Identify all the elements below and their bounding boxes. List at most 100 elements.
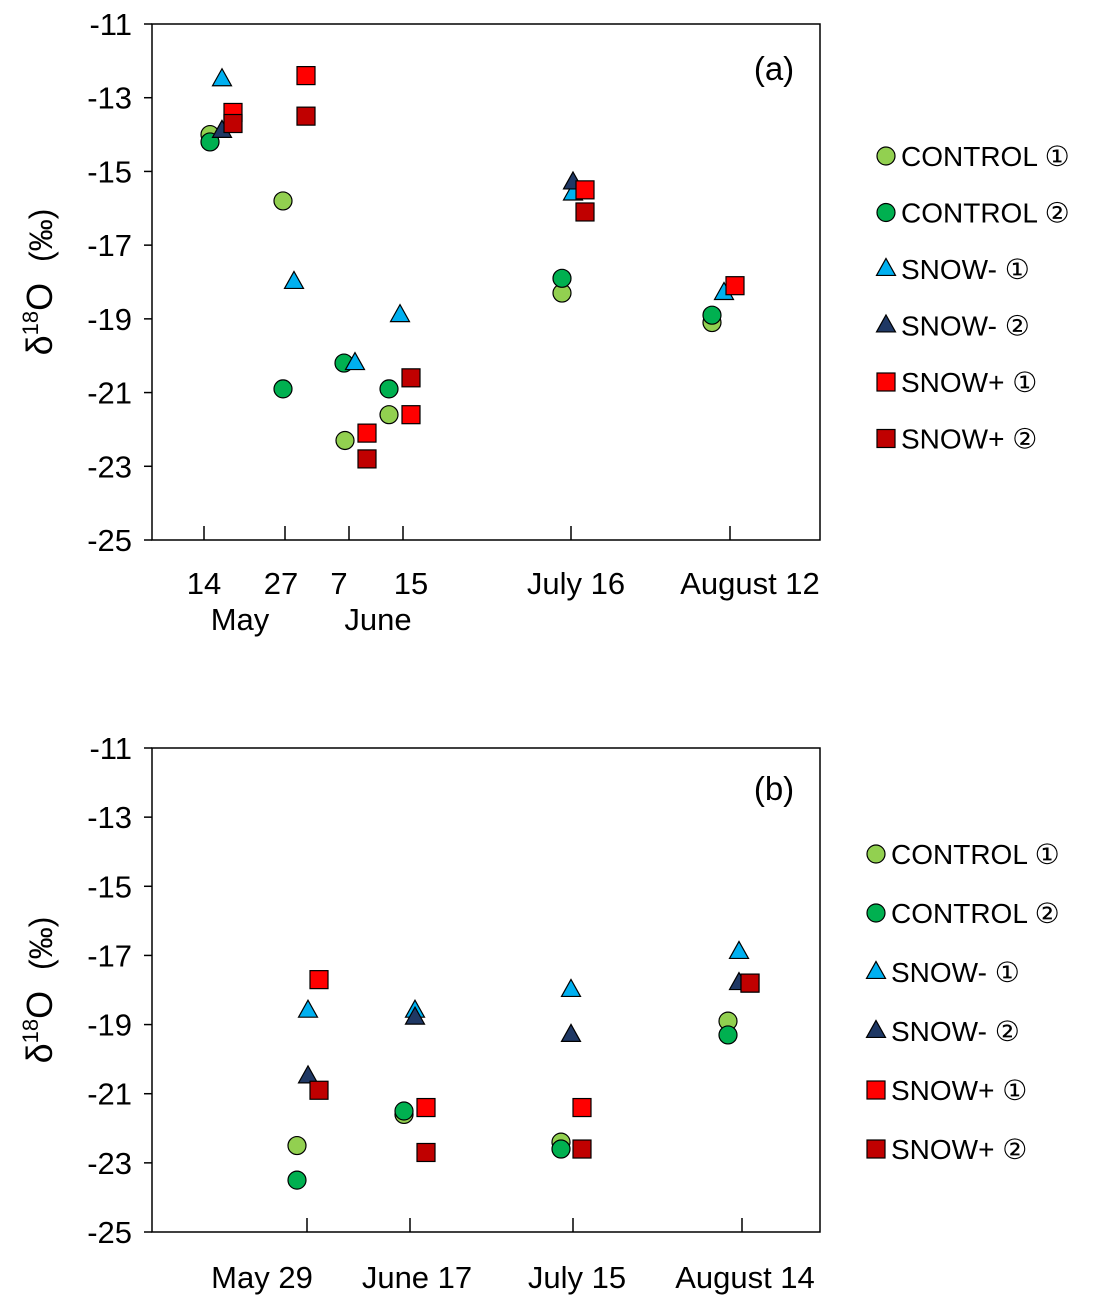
x-tick-label: June 17	[362, 1260, 472, 1295]
data-point	[401, 405, 421, 425]
data-point	[416, 1142, 436, 1163]
legend-label: CONTROL ①	[901, 141, 1070, 172]
data-point	[401, 368, 421, 388]
y-tick-label: -23	[87, 1146, 132, 1181]
data-point	[344, 351, 366, 371]
data-point	[552, 268, 572, 288]
legend-label: SNOW+ ②	[891, 1134, 1027, 1165]
data-point	[572, 1139, 592, 1159]
y-tick-label: -19	[87, 1008, 132, 1043]
plot-frame	[151, 23, 821, 541]
data-point	[560, 1023, 582, 1043]
legend-label: SNOW- ②	[901, 311, 1030, 342]
data-point	[740, 973, 760, 993]
legend-marker	[866, 1080, 886, 1100]
x-tick-label: July 15	[528, 1260, 626, 1295]
data-point	[394, 1101, 414, 1121]
data-point	[389, 303, 411, 323]
legend-label: SNOW+ ①	[891, 1075, 1027, 1106]
data-point	[379, 405, 399, 425]
y-tick-label: -17	[87, 228, 132, 263]
legend-marker	[876, 202, 896, 223]
legend-marker	[865, 960, 887, 980]
y-tick-label: -19	[87, 302, 132, 337]
y-tick-label: -21	[87, 376, 132, 411]
legend-marker	[875, 313, 897, 333]
data-point	[702, 305, 722, 325]
panel-a: -11 -13 -15 -17 -19 -21 -23 -25 14 27 7 15 July 16 Au…	[18, 7, 1070, 637]
legend-marker	[866, 903, 886, 923]
data-point	[728, 940, 750, 960]
legend-label: SNOW- ①	[891, 957, 1020, 988]
data-point	[357, 423, 377, 443]
x-tick-label: 27	[264, 566, 298, 601]
data-point	[296, 106, 316, 126]
month-label: June	[344, 602, 411, 637]
y-axis-label: δ18O (‰)	[18, 209, 60, 356]
legend-label: SNOW+ ②	[901, 424, 1037, 455]
legend-marker	[876, 146, 896, 166]
legend-label: SNOW- ②	[891, 1016, 1020, 1047]
legend-label: SNOW- ①	[901, 254, 1030, 285]
data-point	[560, 978, 582, 998]
y-axis-label: δ18O (‰)	[18, 917, 60, 1064]
legend-label: CONTROL ①	[891, 839, 1060, 870]
y-tick-label: -13	[87, 800, 132, 835]
data-point	[297, 998, 319, 1018]
month-label: May	[211, 602, 270, 637]
data-point	[287, 1170, 307, 1190]
panel-label: (a)	[754, 50, 794, 87]
y-tick-label: -17	[87, 938, 132, 973]
data-point	[718, 1025, 738, 1045]
y-tick-label: -11	[89, 731, 132, 766]
y-tick-label: -25	[87, 523, 132, 558]
x-tick-label: 14	[187, 566, 221, 601]
data-point	[575, 202, 595, 222]
x-tick-label: 7	[330, 566, 347, 601]
x-tick-label: August 12	[680, 566, 820, 601]
data-point	[273, 191, 293, 211]
x-tick-label: July 16	[527, 566, 625, 601]
data-point	[725, 276, 745, 296]
legend-marker	[876, 372, 896, 392]
x-tick-label: 15	[394, 566, 428, 601]
legend-label: SNOW+ ①	[901, 367, 1037, 398]
data-point	[287, 1135, 307, 1156]
y-tick-label: -15	[87, 869, 132, 904]
data-point	[296, 65, 316, 86]
legend-marker	[865, 1019, 887, 1039]
x-tick-label: May 29	[211, 1260, 313, 1295]
data-point	[551, 1139, 571, 1159]
legend-label: CONTROL ②	[901, 198, 1070, 229]
legend-label: CONTROL ②	[891, 898, 1060, 929]
data-point	[575, 180, 595, 200]
data-point	[211, 67, 233, 87]
panel-label: (b)	[754, 770, 794, 807]
data-point	[273, 379, 293, 399]
data-point	[309, 970, 329, 990]
data-point	[309, 1080, 329, 1100]
y-tick-label: -15	[87, 154, 132, 189]
data-point	[283, 270, 305, 290]
data-point	[357, 449, 377, 469]
legend-marker	[875, 257, 897, 277]
data-point	[404, 1005, 426, 1025]
legend-marker	[876, 428, 896, 449]
data-point	[335, 430, 355, 451]
data-point	[379, 379, 399, 399]
data-point	[223, 113, 243, 134]
data-point	[572, 1097, 592, 1118]
y-tick-label: -13	[87, 81, 132, 116]
plot-frame	[151, 747, 821, 1233]
y-tick-label: -23	[87, 449, 132, 484]
panel-b: -11 -13 -15 -17 -19 -21 -23 -25 May 29 June 17 Jul…	[18, 731, 1060, 1295]
data-point	[297, 1064, 319, 1084]
y-tick-label: -25	[87, 1215, 132, 1250]
legend-marker	[866, 844, 886, 864]
x-tick-label: August 14	[675, 1260, 815, 1295]
y-tick-label: -21	[87, 1077, 132, 1112]
data-point	[416, 1097, 436, 1118]
y-tick-label: -11	[89, 7, 132, 42]
legend-marker	[866, 1139, 886, 1159]
